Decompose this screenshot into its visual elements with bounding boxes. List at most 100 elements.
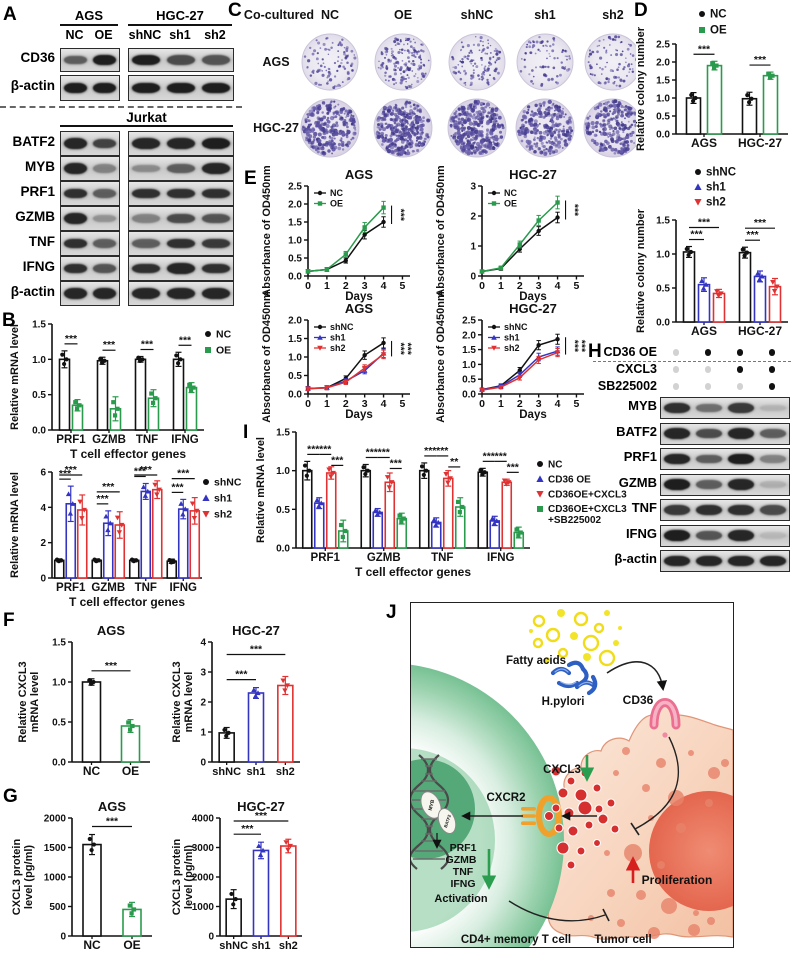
protein-band xyxy=(728,555,754,567)
significance-label: *** xyxy=(65,464,78,476)
y-tick-label: 2.5 xyxy=(656,40,670,51)
category-label: NC xyxy=(83,764,101,778)
gene-tnf-label: TNF xyxy=(453,866,474,878)
x-axis-label: Days xyxy=(345,291,373,303)
significance-label: *** xyxy=(495,450,508,462)
legend-label: OE xyxy=(504,199,517,209)
blot-box xyxy=(128,156,234,181)
significance-label: *** xyxy=(96,493,109,505)
protein-band xyxy=(167,238,195,249)
y-tick-label: 1.0 xyxy=(276,466,290,477)
x-tick-label: 2 xyxy=(517,398,523,410)
significance-label: *** xyxy=(241,823,254,835)
condition-dot xyxy=(704,366,712,373)
h-pylori-bacteria xyxy=(550,660,598,696)
bar xyxy=(477,471,489,549)
significance-label: ** xyxy=(450,456,459,468)
category-label: PRF1 xyxy=(56,434,86,446)
blot-box xyxy=(660,524,790,547)
x-axis-label: T cell effector genes xyxy=(69,595,185,609)
panel-label-a: A xyxy=(3,4,17,25)
category-label: OE xyxy=(122,764,139,778)
protein-band xyxy=(728,453,754,465)
blot-box xyxy=(128,206,234,231)
protein-band xyxy=(132,239,160,248)
x-tick-label: 4 xyxy=(381,280,387,292)
protein-band xyxy=(167,55,195,65)
significance-label: *** xyxy=(179,334,192,346)
cxcr2-receptor xyxy=(521,795,562,837)
legend-label: sh1 xyxy=(504,333,520,343)
blot-row-label: β-actin xyxy=(614,551,657,566)
x-tick-label: 5 xyxy=(574,398,580,410)
y-axis-label: Relative colony number xyxy=(635,208,647,333)
protein-band xyxy=(696,555,722,567)
chart-cxcl3-protein-hgc: 0 1000 2000 3000 4000 CXCL3 protein level (pg/… xyxy=(171,799,302,952)
significance-label: *** xyxy=(698,43,711,55)
blot-box xyxy=(60,231,120,256)
y-tick-label: 0 xyxy=(40,574,46,585)
protein-band xyxy=(64,263,87,274)
y-tick-label: 1.0 xyxy=(288,353,302,364)
protein-band xyxy=(202,163,230,174)
blot-box xyxy=(60,48,120,72)
column-header: shNC xyxy=(461,8,494,22)
category-label: PRF1 xyxy=(311,552,341,564)
blot-row-label: BATF2 xyxy=(616,423,657,439)
co-cultured-label: Co-cultured xyxy=(244,8,314,22)
category-label: IFNG xyxy=(487,552,515,564)
category-label: sh2 xyxy=(276,766,295,778)
tumor-vesicles xyxy=(588,747,729,939)
chart-cck8-ags-sh: 0.0 0.5 1.0 1.5 2.0 Absorbance of OD450nm AGS 0… xyxy=(261,291,414,423)
y-axis-label: Relative mRNA level xyxy=(9,472,21,578)
protein-band xyxy=(93,82,116,94)
blot-box xyxy=(660,422,790,445)
y-tick-label: 1.0 xyxy=(288,236,302,247)
protein-band xyxy=(64,238,87,249)
significance-label: *** xyxy=(140,464,153,476)
y-tick-label: 1.5 xyxy=(276,428,290,439)
y-tick-label: 4 xyxy=(200,638,206,649)
y-axis-label: mRNA level xyxy=(183,672,195,733)
protein-band xyxy=(93,214,116,223)
legend-label: shNC xyxy=(706,167,736,179)
significance-label: *** xyxy=(102,481,115,493)
column-header: OE xyxy=(394,8,412,22)
protein-band xyxy=(696,530,722,541)
cxcl3-label: CXCL3 xyxy=(543,764,581,776)
y-tick-label: 1.0 xyxy=(32,355,46,366)
condition-dot xyxy=(736,383,744,390)
condition-dot xyxy=(736,349,744,356)
protein-band xyxy=(760,555,786,567)
significance-label: *** xyxy=(690,229,703,241)
bar xyxy=(177,508,189,579)
bar xyxy=(134,358,147,431)
blot-row-label: IFNG xyxy=(625,525,657,541)
protein-band xyxy=(64,55,87,65)
chart-title: HGC-27 xyxy=(232,623,280,638)
blot-row-label: MYB xyxy=(25,158,55,174)
section-divider xyxy=(0,106,242,108)
y-tick-label: 0.0 xyxy=(462,390,476,401)
blot-row-label: BATF2 xyxy=(12,133,56,149)
bar xyxy=(301,469,313,549)
y-tick-label: 0 xyxy=(60,932,66,943)
lane-label: OE xyxy=(94,28,113,42)
y-tick-label: 2.5 xyxy=(462,316,476,327)
protein-band xyxy=(760,404,786,412)
y-axis-label: level (pg/ml) xyxy=(23,845,35,910)
gene-ifng-label: IFNG xyxy=(450,878,475,890)
x-axis-label: T cell effector genes xyxy=(355,565,471,579)
bar xyxy=(706,64,723,135)
legend-label: NC xyxy=(330,188,343,198)
protein-band xyxy=(664,403,690,413)
significance-label: *** xyxy=(569,340,581,353)
protein-band xyxy=(760,532,786,539)
protein-band xyxy=(167,263,195,274)
colony-dish xyxy=(584,33,642,91)
protein-band xyxy=(64,138,87,149)
h-pylori-label: H.pylori xyxy=(542,696,585,708)
y-axis-label: CXCL3 protein xyxy=(171,839,183,916)
